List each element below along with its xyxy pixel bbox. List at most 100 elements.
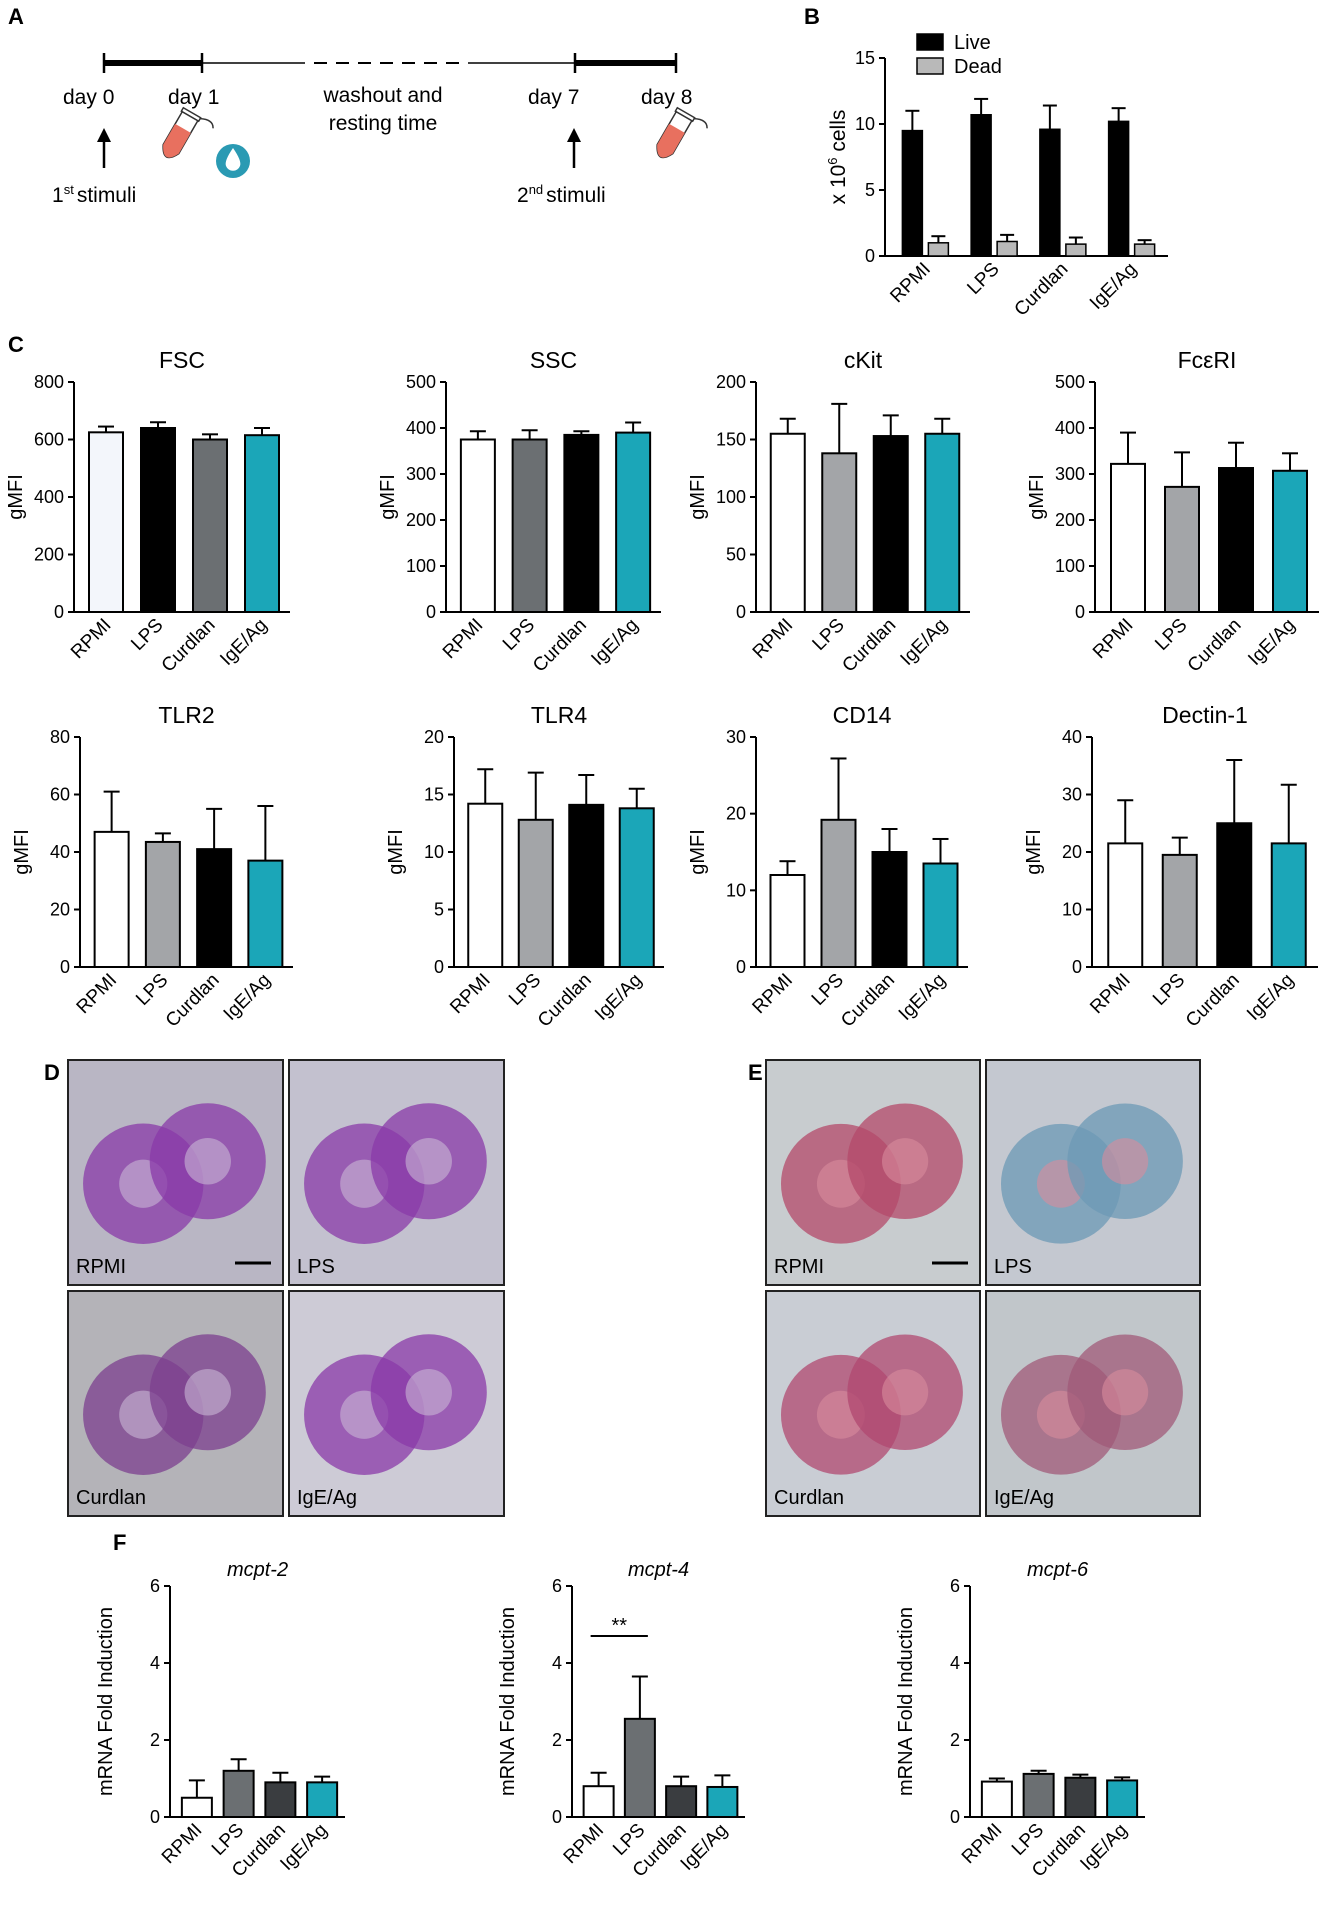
bar xyxy=(1161,853,1198,968)
panel-letter-f: F xyxy=(113,1530,126,1555)
y-tick-label: 0 xyxy=(865,246,875,266)
y-tick-label: 5 xyxy=(434,900,444,920)
cell-nucleus xyxy=(881,1369,929,1416)
cell-nucleus xyxy=(881,1138,929,1185)
y-tick-label: 150 xyxy=(716,430,746,450)
y-axis-label-main: x 10 xyxy=(827,165,850,205)
chart-c2: 0 100 200 300 400 500 SSC gMFI RPMI LPSCurdlanIgE… xyxy=(377,347,661,677)
bar xyxy=(306,1781,339,1818)
bar xyxy=(144,840,181,968)
bar xyxy=(1107,842,1144,968)
micrograph-e-rpmi: RPMI xyxy=(765,1059,981,1286)
y-tick-label: 10 xyxy=(1062,900,1082,920)
bar-live xyxy=(1107,120,1130,257)
y-tick-label: 400 xyxy=(34,487,64,507)
y-tick-label: 0 xyxy=(736,602,746,622)
y-tick-label: 300 xyxy=(406,464,436,484)
y-tick-label: 100 xyxy=(1055,556,1085,576)
x-tick-label: RPMI xyxy=(560,1820,608,1868)
y-tick-label: 6 xyxy=(950,1576,960,1596)
water-drop-icon xyxy=(216,144,250,178)
micrograph-d-rpmi: RPMI xyxy=(67,1059,284,1286)
x-tick-label: IgE/Ag xyxy=(1244,615,1299,670)
chart-title: TLR2 xyxy=(158,702,214,728)
bar xyxy=(924,432,961,613)
bar xyxy=(1106,1779,1139,1819)
y-tick-label: 0 xyxy=(434,957,444,977)
label-washout-line2: resting time xyxy=(329,112,438,135)
bar-live xyxy=(901,129,924,257)
x-tick-label: IgE/Ag xyxy=(1086,259,1141,314)
x-tick-label: RPMI xyxy=(73,970,121,1018)
x-tick-label: LPS xyxy=(499,615,539,655)
y-tick-label: 10 xyxy=(726,880,746,900)
y-axis-label: gMFI xyxy=(1026,474,1048,520)
micrograph-d-curdlan: Curdlan xyxy=(67,1290,284,1517)
x-tick-label: IgE/Ag xyxy=(587,615,642,670)
x-tick-label: RPMI xyxy=(958,1820,1006,1868)
bar xyxy=(467,802,504,969)
bar xyxy=(623,1717,656,1818)
y-tick-label: 0 xyxy=(1072,957,1082,977)
micrograph-label: RPMI xyxy=(76,1256,126,1278)
bar xyxy=(517,818,554,968)
x-tick-label: RPMI xyxy=(749,615,797,663)
cell-nucleus xyxy=(184,1138,231,1185)
y-tick-label: 800 xyxy=(34,372,64,392)
bar xyxy=(706,1785,739,1818)
bar xyxy=(196,848,233,968)
y-tick-label: 5 xyxy=(865,180,875,200)
x-tick-label: IgE/Ag xyxy=(897,615,952,670)
y-tick-label: 10 xyxy=(424,842,444,862)
bar xyxy=(459,438,496,613)
bar xyxy=(247,859,284,968)
bar xyxy=(980,1780,1013,1818)
x-tick-label: LPS xyxy=(1151,615,1191,655)
y-axis-label: gMFI xyxy=(687,829,709,875)
bar-dead xyxy=(927,242,950,257)
label-second-stimuli: 2nd stimuli xyxy=(517,182,606,207)
y-tick-label: 20 xyxy=(50,900,70,920)
timeline-diagram: day 0 day 1 washout and resting time day… xyxy=(52,53,708,207)
micrograph-label: Curdlan xyxy=(774,1487,844,1509)
cell-nucleus xyxy=(405,1369,452,1416)
y-axis-label-tail: cells xyxy=(827,110,850,158)
micrograph-e-curdlan: Curdlan xyxy=(765,1290,981,1517)
bar xyxy=(615,431,652,613)
y-tick-label: 10 xyxy=(855,114,875,134)
y-tick-label: 4 xyxy=(150,1653,160,1673)
arrow-head-2 xyxy=(567,128,581,142)
bar xyxy=(872,435,909,613)
y-tick-label: 0 xyxy=(552,1807,562,1827)
panel-letter-e: E xyxy=(748,1060,763,1085)
bar-dead xyxy=(1133,243,1156,257)
x-tick-label: RPMI xyxy=(1089,615,1137,663)
bar xyxy=(582,1785,615,1818)
bar xyxy=(88,431,124,613)
bar xyxy=(618,807,655,968)
y-axis-label: gMFI xyxy=(11,829,33,875)
bar-live xyxy=(970,114,992,257)
y-axis-label-sup: 6 xyxy=(825,157,840,164)
panel-letter-c: C xyxy=(8,332,24,357)
micrograph-label: IgE/Ag xyxy=(297,1487,357,1509)
label-washout-line1: washout and xyxy=(322,84,442,107)
y-tick-label: 20 xyxy=(726,804,746,824)
bar-live xyxy=(1039,128,1061,257)
y-tick-label: 40 xyxy=(50,842,70,862)
chart-c4: 0 100 200 300 400 500 FcεRI gMFI RPMI LPSCurdlanI… xyxy=(1026,347,1319,677)
cell-nucleus xyxy=(405,1138,452,1185)
x-tick-label: RPMI xyxy=(446,970,494,1018)
x-tick-label: IgE/Ag xyxy=(276,1820,331,1875)
x-tick-label: LPS xyxy=(505,970,545,1010)
y-tick-label: 500 xyxy=(1055,372,1085,392)
y-axis-label: mRNA Fold Induction xyxy=(95,1607,117,1796)
micrograph-label: IgE/Ag xyxy=(994,1487,1054,1509)
cell-nucleus xyxy=(1101,1138,1149,1185)
chart-title: CD14 xyxy=(833,702,892,728)
x-tick-label: LPS xyxy=(808,970,848,1010)
